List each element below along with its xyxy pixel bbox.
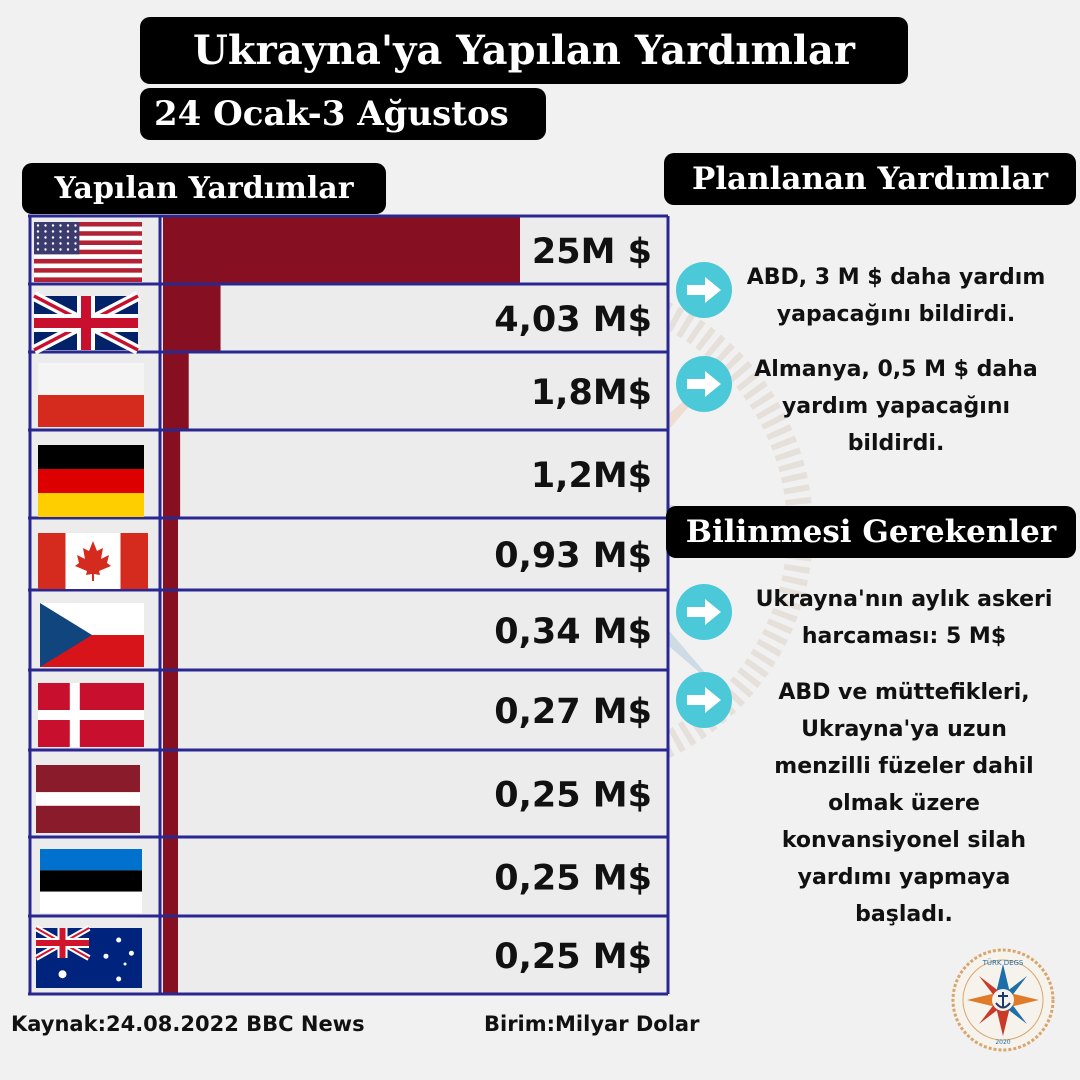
- bar-poland: [163, 352, 189, 430]
- facts-heading: Bilinmesi Gerekenler: [666, 506, 1076, 558]
- value-label: 0,27 M$: [494, 692, 652, 732]
- bar-latvia: [163, 750, 178, 837]
- date-range-subtitle: 24 Ocak-3 Ağustos: [140, 88, 546, 140]
- bar-uk: [163, 284, 221, 352]
- germany-flag-icon: [38, 445, 144, 517]
- value-label: 1,2M$: [531, 456, 652, 496]
- bar-canada: [163, 518, 178, 590]
- latvia-flag-icon: [36, 765, 140, 833]
- value-label: 0,34 M$: [494, 612, 652, 652]
- czechia-flag-icon: [40, 603, 144, 667]
- logo-bottom-text: 2020: [995, 1039, 1010, 1046]
- arrow-right-icon: [676, 672, 732, 728]
- planned-item-usa: ABD, 3 M $ daha yardım yapacağını bildir…: [746, 265, 1046, 327]
- value-label: 1,8M$: [531, 373, 652, 413]
- page-title: Ukrayna'ya Yapılan Yardımlar: [140, 17, 908, 84]
- logo-top-text: TÜRK DEGS: [982, 958, 1024, 967]
- arrow-right-icon: [676, 356, 732, 412]
- arrow-right-icon: [676, 584, 732, 640]
- bar-denmark: [163, 670, 178, 750]
- value-label: 0,25 M$: [494, 859, 652, 899]
- value-label: 0,25 M$: [494, 776, 652, 816]
- usa-flag-icon: [34, 222, 142, 282]
- value-label: 0,93 M$: [494, 536, 652, 576]
- uk-flag-icon: [31, 291, 141, 355]
- bar-usa: [163, 216, 520, 284]
- chart-heading: Yapılan Yardımlar: [22, 163, 386, 214]
- fact-item-monthly-spending: Ukrayna'nın aylık askeri harcaması: 5 M$: [755, 587, 1053, 649]
- unit-note: Birim:Milyar Dolar: [484, 1012, 700, 1036]
- aid-bar-chart: 25M $ 4,03 M$ 1,8M$ 1,2M$ 0,93 M$ 0,34 M$ 0,27…: [28, 214, 670, 996]
- estonia-flag-icon: [40, 849, 142, 913]
- poland-flag-icon: [38, 363, 144, 427]
- value-label: 0,25 M$: [494, 937, 652, 977]
- canada-flag-icon: [38, 533, 148, 589]
- bar-czechia: [163, 590, 178, 670]
- value-label: 25M $: [532, 232, 652, 272]
- fact-item-weapons: ABD ve müttefikleri, Ukrayna'ya uzun men…: [774, 680, 1034, 927]
- bar-australia: [163, 916, 178, 994]
- planned-item-germany: Almanya, 0,5 M $ daha yardım yapacağını …: [754, 357, 1038, 456]
- bar-germany: [163, 430, 181, 518]
- value-label: 4,03 M$: [494, 300, 652, 340]
- source-note: Kaynak:24.08.2022 BBC News: [11, 1012, 365, 1036]
- turk-degs-logo-icon: TÜRK DEGS 2020: [951, 948, 1055, 1052]
- australia-flag-icon: [34, 925, 142, 988]
- bar-estonia: [163, 837, 178, 916]
- arrow-right-icon: [676, 262, 732, 318]
- denmark-flag-icon: [38, 683, 144, 747]
- planned-aid-heading: Planlanan Yardımlar: [664, 153, 1076, 205]
